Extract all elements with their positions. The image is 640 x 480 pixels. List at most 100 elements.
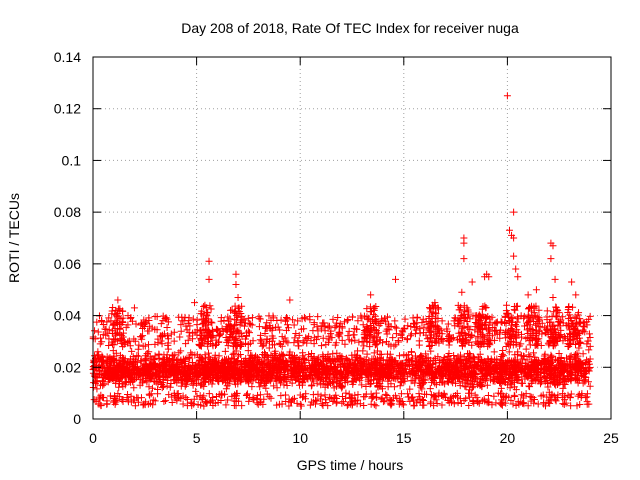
data-point xyxy=(360,401,368,409)
data-point xyxy=(121,367,129,375)
data-point xyxy=(110,320,118,328)
data-point xyxy=(385,357,393,365)
data-point xyxy=(348,351,356,359)
data-point xyxy=(393,360,401,368)
data-point xyxy=(200,402,208,410)
data-point xyxy=(186,354,194,362)
data-point xyxy=(159,382,167,390)
data-point xyxy=(349,370,357,378)
data-point xyxy=(230,342,238,350)
data-point xyxy=(354,347,362,355)
data-point xyxy=(511,366,519,374)
data-point xyxy=(438,401,446,409)
data-point xyxy=(361,393,369,401)
data-point xyxy=(214,326,222,334)
data-point xyxy=(149,396,157,404)
data-point xyxy=(457,319,465,327)
data-point xyxy=(215,352,223,360)
data-point xyxy=(384,377,392,385)
data-point xyxy=(177,321,185,329)
outlier-point xyxy=(510,208,518,216)
data-point xyxy=(160,397,168,405)
data-point xyxy=(102,325,110,333)
data-point xyxy=(432,332,440,340)
data-point xyxy=(183,395,191,403)
data-point xyxy=(91,327,99,335)
data-point xyxy=(522,345,530,353)
data-point xyxy=(201,317,209,325)
data-point xyxy=(365,314,373,322)
data-point xyxy=(278,342,286,350)
data-point xyxy=(140,321,148,329)
data-point xyxy=(482,303,490,311)
data-point xyxy=(466,315,474,323)
data-point xyxy=(313,323,321,331)
outlier-point xyxy=(468,278,476,286)
data-point xyxy=(111,393,119,401)
data-point xyxy=(176,333,184,341)
data-point xyxy=(567,352,575,360)
data-point xyxy=(534,400,542,408)
data-point xyxy=(285,395,293,403)
outlier-point xyxy=(458,288,466,296)
data-point xyxy=(496,379,504,387)
data-point xyxy=(403,373,411,381)
data-point xyxy=(521,375,529,383)
data-point xyxy=(254,391,262,399)
data-point xyxy=(411,330,419,338)
data-point xyxy=(578,390,586,398)
outlier-point xyxy=(568,278,576,286)
data-point xyxy=(168,399,176,407)
data-point xyxy=(579,350,587,358)
data-point xyxy=(232,320,240,328)
data-point xyxy=(517,398,525,406)
data-point xyxy=(126,342,134,350)
data-point xyxy=(412,375,420,383)
data-point xyxy=(173,359,181,367)
data-point xyxy=(528,377,536,385)
data-point xyxy=(530,363,538,371)
data-point xyxy=(361,333,369,341)
data-point xyxy=(263,335,271,343)
data-point xyxy=(185,365,193,373)
data-point xyxy=(332,370,340,378)
data-point xyxy=(421,390,429,398)
data-point xyxy=(108,338,116,346)
data-point xyxy=(535,306,543,314)
data-point xyxy=(236,373,244,381)
outlier-point xyxy=(547,255,555,263)
data-point xyxy=(188,400,196,408)
data-point xyxy=(338,392,346,400)
data-point xyxy=(225,337,233,345)
data-point xyxy=(425,325,433,333)
data-point xyxy=(471,369,479,377)
data-point xyxy=(136,370,144,378)
data-point xyxy=(329,315,337,323)
data-point xyxy=(299,339,307,347)
data-point xyxy=(371,341,379,349)
data-point xyxy=(434,324,442,332)
data-point xyxy=(512,340,520,348)
data-point xyxy=(413,313,421,321)
data-point xyxy=(581,373,589,381)
data-point xyxy=(363,324,371,332)
data-point xyxy=(390,383,398,391)
data-point xyxy=(93,318,101,326)
data-point xyxy=(535,323,543,331)
data-point xyxy=(512,402,520,410)
data-point xyxy=(255,366,263,374)
data-point xyxy=(278,333,286,341)
data-point xyxy=(248,314,256,322)
data-point xyxy=(431,309,439,317)
data-point xyxy=(148,384,156,392)
data-point xyxy=(524,402,532,410)
data-point xyxy=(330,394,338,402)
data-point xyxy=(96,340,104,348)
data-point xyxy=(454,393,462,401)
data-point xyxy=(313,397,321,405)
data-point xyxy=(110,352,118,360)
data-point xyxy=(182,394,190,402)
data-point xyxy=(526,321,534,329)
data-point xyxy=(233,367,241,375)
data-point xyxy=(460,361,468,369)
